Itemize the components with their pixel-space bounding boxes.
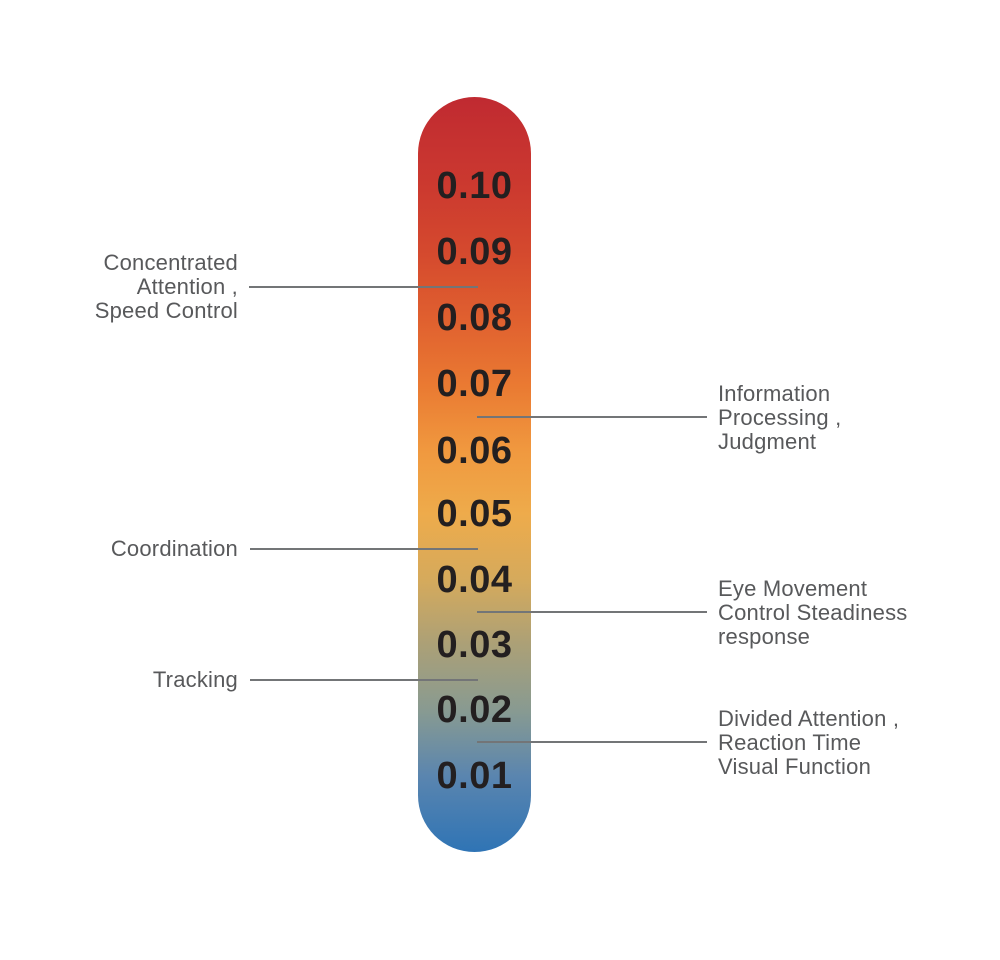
annotation-line: Eye Movement	[718, 576, 868, 601]
connector-line	[477, 611, 707, 613]
annotation-divided-attention: Divided Attention , Reaction Time Visual…	[718, 707, 968, 779]
scale-value: 0.03	[436, 624, 513, 666]
scale-value: 0.08	[436, 297, 513, 339]
connector-line	[477, 416, 707, 418]
scale-value: 0.01	[436, 755, 513, 797]
annotation-line: Information	[718, 381, 831, 406]
annotation-coordination: Coordination	[0, 537, 238, 561]
annotation-line: Speed Control	[94, 298, 238, 323]
connector-line	[250, 548, 478, 550]
annotation-line: Reaction Time	[718, 730, 862, 755]
annotation-eye-movement: Eye Movement Control Steadiness response	[718, 577, 968, 649]
annotation-line: Processing ,	[718, 405, 842, 430]
annotation-line: Coordination	[110, 536, 238, 561]
annotation-line: Judgment	[718, 429, 817, 454]
connector-line	[477, 741, 707, 743]
annotation-line: Visual Function	[718, 754, 872, 779]
scale-value: 0.04	[436, 559, 513, 601]
annotation-line: Divided Attention ,	[718, 706, 900, 731]
annotation-line: Attention ,	[136, 274, 238, 299]
scale-value: 0.07	[436, 363, 513, 405]
annotation-line: response	[718, 624, 811, 649]
scale-value: 0.02	[436, 689, 513, 731]
annotation-line: Control Steadiness	[718, 600, 908, 625]
annotation-line: Concentrated	[103, 250, 238, 275]
scale-value: 0.05	[436, 493, 513, 535]
scale-value: 0.09	[436, 231, 513, 273]
annotation-line: Tracking	[152, 667, 238, 692]
gradient-scale-bar	[418, 97, 531, 852]
scale-value: 0.06	[436, 430, 513, 472]
connector-line	[249, 286, 478, 288]
scale-value: 0.10	[436, 165, 513, 207]
connector-line	[250, 679, 478, 681]
annotation-tracking: Tracking	[0, 668, 238, 692]
annotation-concentrated-attention: Concentrated Attention , Speed Control	[0, 251, 238, 323]
annotation-information-processing: Information Processing , Judgment	[718, 382, 968, 454]
